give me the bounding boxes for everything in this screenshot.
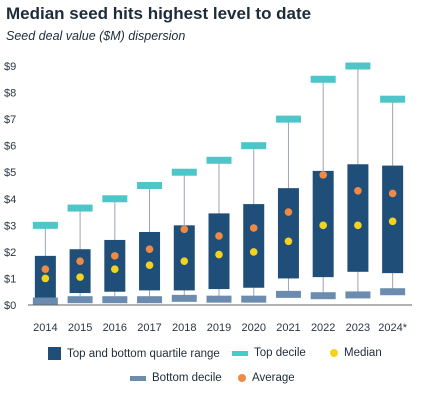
y-tick-label: $8: [4, 88, 16, 100]
bottom-decile-cap: [206, 295, 232, 303]
median-point: [388, 217, 397, 226]
bottom-decile-cap: [310, 292, 336, 300]
x-tick-label: 2015: [68, 322, 92, 334]
y-tick-label: $1: [4, 273, 16, 285]
average-point: [111, 252, 119, 260]
top-decile-cap: [241, 142, 267, 150]
y-tick-label: $6: [4, 141, 16, 153]
top-decile-cap: [32, 221, 58, 229]
legend-item-top-decile: Top decile: [232, 347, 306, 359]
y-tick-label: $3: [4, 220, 16, 232]
x-tick-label: 2019: [207, 322, 231, 334]
legend-label-bottom-decile: Bottom decile: [152, 372, 222, 384]
legend-item-average: Average: [238, 372, 295, 384]
top-decile-cap: [137, 182, 163, 189]
x-tick-label: 2017: [137, 322, 161, 334]
legend-item-median: Median: [330, 347, 382, 359]
top-decile-cap: [67, 204, 93, 212]
legend-swatch-quartile: [48, 347, 61, 360]
bottom-decile-cap: [241, 295, 267, 303]
chart-title: Median seed hits highest level to date: [6, 4, 312, 23]
bottom-decile-cap: [345, 291, 371, 299]
top-decile-cap: [310, 75, 336, 83]
average-point: [319, 171, 327, 179]
bottom-decile-cap: [171, 294, 197, 302]
median-point: [249, 248, 258, 256]
x-tick-label: 2022: [311, 322, 335, 334]
median-point: [76, 273, 84, 281]
top-decile-cap: [345, 62, 371, 70]
median-point: [145, 261, 154, 269]
legend-label-average: Average: [252, 372, 295, 384]
y-tick-label: $0: [4, 300, 16, 312]
x-tick-label: 2018: [172, 322, 196, 334]
legend-label-top-decile: Top decile: [254, 347, 306, 359]
median-point: [215, 250, 223, 259]
x-tick-label: 2023: [346, 322, 370, 334]
legend-swatch-average: [238, 374, 246, 382]
average-point: [180, 225, 189, 234]
legend-swatch-median: [330, 349, 338, 357]
bottom-decile-cap: [102, 296, 128, 304]
legend-item-bottom-decile: Bottom decile: [130, 372, 222, 384]
legend-item-quartile: Top and bottom quartile range: [48, 347, 220, 360]
quartile-box: [243, 204, 265, 288]
quartile-box: [69, 249, 91, 294]
y-tick-label: $9: [4, 61, 16, 73]
median-point: [354, 221, 362, 230]
bottom-decile-cap: [67, 296, 93, 304]
x-tick-label: 2014: [33, 322, 57, 334]
top-decile-cap: [102, 195, 128, 203]
average-point: [145, 245, 154, 254]
quartile-box: [139, 231, 161, 291]
top-decile-cap: [171, 168, 197, 176]
median-point: [319, 221, 327, 230]
x-tick-label: 2016: [103, 322, 127, 334]
y-tick-label: $2: [4, 247, 16, 259]
median-point: [41, 274, 50, 283]
bottom-decile-cap: [137, 296, 163, 304]
bottom-decile-cap: [275, 290, 301, 298]
x-tick-label: 2021: [276, 322, 300, 334]
y-tick-label: $7: [4, 114, 16, 126]
average-point: [249, 224, 258, 232]
y-tick-label: $5: [4, 167, 16, 179]
y-tick-label: $4: [4, 194, 16, 206]
legend-label-quartile: Top and bottom quartile range: [67, 347, 220, 360]
average-point: [41, 265, 50, 273]
average-point: [284, 208, 293, 216]
average-point: [388, 189, 397, 198]
quartile-box: [347, 164, 369, 272]
bottom-decile-cap: [380, 288, 406, 296]
average-point: [354, 187, 362, 195]
x-tick-label: 2024*: [378, 322, 407, 334]
top-decile-cap: [275, 115, 301, 123]
median-point: [180, 257, 189, 265]
average-point: [76, 257, 84, 265]
median-point: [111, 265, 119, 273]
top-decile-cap: [206, 156, 232, 164]
x-tick-label: 2020: [241, 322, 265, 334]
legend-swatch-top-decile: [232, 350, 248, 356]
median-point: [284, 237, 293, 246]
legend-label-median: Median: [344, 347, 382, 359]
legend-swatch-bottom-decile: [130, 375, 146, 381]
average-point: [215, 232, 223, 240]
quartile-box: [277, 188, 299, 279]
bottom-decile-cap: [32, 297, 58, 305]
chart-subtitle: Seed deal value ($M) dispersion: [6, 29, 186, 43]
top-decile-cap: [380, 95, 406, 103]
